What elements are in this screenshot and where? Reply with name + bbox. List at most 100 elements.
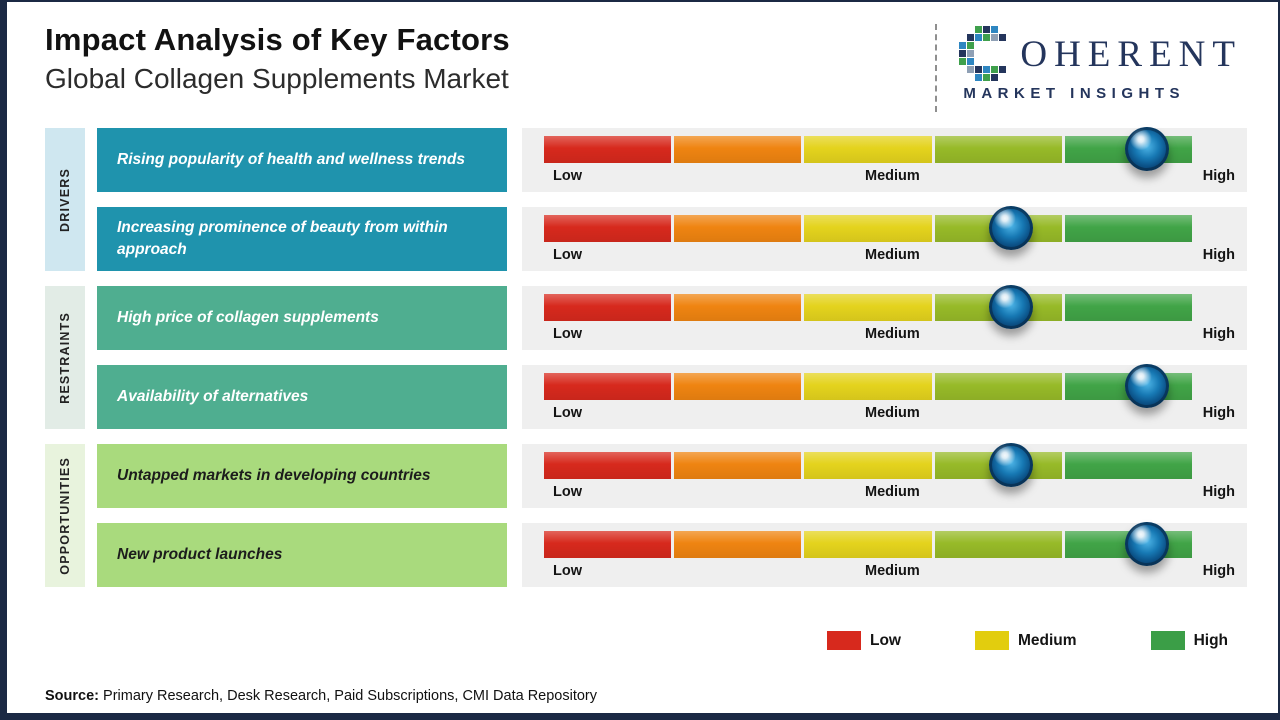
source-text: Primary Research, Desk Research, Paid Su… bbox=[103, 688, 598, 704]
bar-segment-medium bbox=[804, 294, 932, 321]
bar-segment-mid-high bbox=[934, 531, 1063, 558]
factor-label-box: Increasing prominence of beauty from wit… bbox=[97, 207, 507, 271]
scale-labels: Low Medium High bbox=[544, 405, 1235, 421]
company-logo: OHERENT MARKET INSIGHTS bbox=[959, 26, 1242, 102]
bar-segment-low-mid bbox=[674, 294, 802, 321]
factor-row: High price of collagen supplements bbox=[97, 284, 1247, 350]
scale-high-label: High bbox=[1202, 405, 1235, 421]
factor-row: Availability of alternatives bbox=[97, 363, 1247, 429]
scale-labels: Low Medium High bbox=[544, 247, 1235, 263]
scale-labels: Low Medium High bbox=[544, 326, 1235, 342]
bar-segment-low-mid bbox=[674, 531, 802, 558]
factor-row: Rising popularity of health and wellness… bbox=[97, 126, 1247, 192]
category-strip-restraints: RESTRAINTS bbox=[45, 286, 85, 429]
category-label-drivers: DRIVERS bbox=[58, 167, 72, 232]
impact-bar bbox=[544, 126, 1193, 171]
legend-swatch-medium bbox=[975, 631, 1009, 650]
impact-bar-panel: Low Medium High bbox=[522, 284, 1247, 350]
scale-medium-label: Medium bbox=[865, 247, 920, 263]
scale-high-label: High bbox=[1202, 247, 1235, 263]
factor-text: New product launches bbox=[117, 545, 283, 563]
logo-wordmark: OHERENT bbox=[959, 26, 1242, 82]
scale-high-label: High bbox=[1202, 326, 1235, 342]
factor-label-box: Untapped markets in developing countries bbox=[97, 444, 507, 508]
source-label: Source: bbox=[45, 688, 99, 704]
logo-tagline: MARKET INSIGHTS bbox=[963, 85, 1186, 102]
bar-segment-low bbox=[544, 452, 672, 479]
scale-low-label: Low bbox=[553, 563, 582, 579]
category-group-opportunities: OPPORTUNITIES Untapped markets in develo… bbox=[45, 442, 1247, 587]
impact-bar-panel: Low Medium High bbox=[522, 442, 1247, 508]
bar-segment-low bbox=[544, 531, 672, 558]
impact-marker bbox=[1124, 126, 1169, 171]
factor-row: Increasing prominence of beauty from wit… bbox=[97, 205, 1247, 271]
impact-marker bbox=[988, 205, 1033, 250]
header: Impact Analysis of Key Factors Global Co… bbox=[7, 2, 1278, 112]
scale-medium-label: Medium bbox=[865, 405, 920, 421]
bar-segment-low bbox=[544, 215, 672, 242]
factor-text: Increasing prominence of beauty from wit… bbox=[117, 218, 448, 258]
impact-bar-panel: Low Medium High bbox=[522, 521, 1247, 587]
drivers-rows: Rising popularity of health and wellness… bbox=[97, 126, 1247, 271]
bar-segment-low bbox=[544, 136, 672, 163]
bar-segment-medium bbox=[804, 452, 932, 479]
bar-segment-low-mid bbox=[674, 373, 802, 400]
impact-marker bbox=[988, 442, 1033, 487]
bar-segment-low-mid bbox=[674, 215, 802, 242]
category-label-opportunities: OPPORTUNITIES bbox=[58, 456, 72, 575]
impact-matrix: DRIVERS Rising popularity of health and … bbox=[45, 126, 1247, 587]
impact-marker bbox=[1124, 521, 1169, 566]
page-subtitle: Global Collagen Supplements Market bbox=[45, 63, 509, 94]
legend-item-high: High bbox=[1150, 631, 1228, 650]
scale-high-label: High bbox=[1202, 168, 1235, 184]
restraints-rows: High price of collagen supplements bbox=[97, 284, 1247, 429]
category-group-restraints: RESTRAINTS High price of collagen supple… bbox=[45, 284, 1247, 429]
category-group-drivers: DRIVERS Rising popularity of health and … bbox=[45, 126, 1247, 271]
scale-low-label: Low bbox=[553, 168, 582, 184]
factor-label-box: Availability of alternatives bbox=[97, 365, 507, 429]
logo-divider bbox=[935, 24, 938, 112]
legend-label-low: Low bbox=[870, 631, 901, 649]
bar-segment-medium bbox=[804, 215, 932, 242]
bar-segment-medium bbox=[804, 531, 932, 558]
impact-bar bbox=[544, 205, 1193, 250]
scale-medium-label: Medium bbox=[865, 484, 920, 500]
bar-segment-mid-high bbox=[934, 136, 1063, 163]
impact-marker bbox=[988, 284, 1033, 329]
scale-labels: Low Medium High bbox=[544, 563, 1235, 579]
scale-low-label: Low bbox=[553, 405, 582, 421]
legend-label-medium: Medium bbox=[1018, 631, 1077, 649]
legend-label-high: High bbox=[1193, 631, 1228, 649]
factor-label-box: New product launches bbox=[97, 523, 507, 587]
bar-segment-high bbox=[1064, 215, 1193, 242]
scale-low-label: Low bbox=[553, 247, 582, 263]
page-title: Impact Analysis of Key Factors bbox=[45, 22, 510, 57]
scale-high-label: High bbox=[1202, 563, 1235, 579]
scale-low-label: Low bbox=[553, 484, 582, 500]
impact-marker bbox=[1124, 363, 1169, 408]
factor-label-box: High price of collagen supplements bbox=[97, 286, 507, 350]
impact-bar bbox=[544, 442, 1193, 487]
opportunities-rows: Untapped markets in developing countries bbox=[97, 442, 1247, 587]
bar-segment-low-mid bbox=[674, 136, 802, 163]
impact-bar-panel: Low Medium High bbox=[522, 363, 1247, 429]
factor-label-box: Rising popularity of health and wellness… bbox=[97, 128, 507, 192]
legend-swatch-high bbox=[1150, 631, 1185, 650]
factor-text: High price of collagen supplements bbox=[117, 308, 379, 326]
scale-high-label: High bbox=[1202, 484, 1235, 500]
impact-bar bbox=[544, 284, 1193, 329]
scale-low-label: Low bbox=[553, 326, 582, 342]
scale-medium-label: Medium bbox=[865, 326, 920, 342]
legend: Low Medium High bbox=[7, 631, 1228, 650]
logo-mosaic-c-icon bbox=[959, 26, 1007, 81]
impact-bar bbox=[544, 363, 1193, 408]
factor-row: Untapped markets in developing countries bbox=[97, 442, 1247, 508]
factor-text: Availability of alternatives bbox=[117, 387, 309, 405]
scale-medium-label: Medium bbox=[865, 168, 920, 184]
factor-text: Rising popularity of health and wellness… bbox=[117, 150, 465, 168]
bar-segment-low-mid bbox=[674, 452, 802, 479]
legend-item-medium: Medium bbox=[975, 631, 1077, 650]
title-block: Impact Analysis of Key Factors Global Co… bbox=[45, 22, 935, 95]
category-label-restraints: RESTRAINTS bbox=[58, 311, 72, 404]
